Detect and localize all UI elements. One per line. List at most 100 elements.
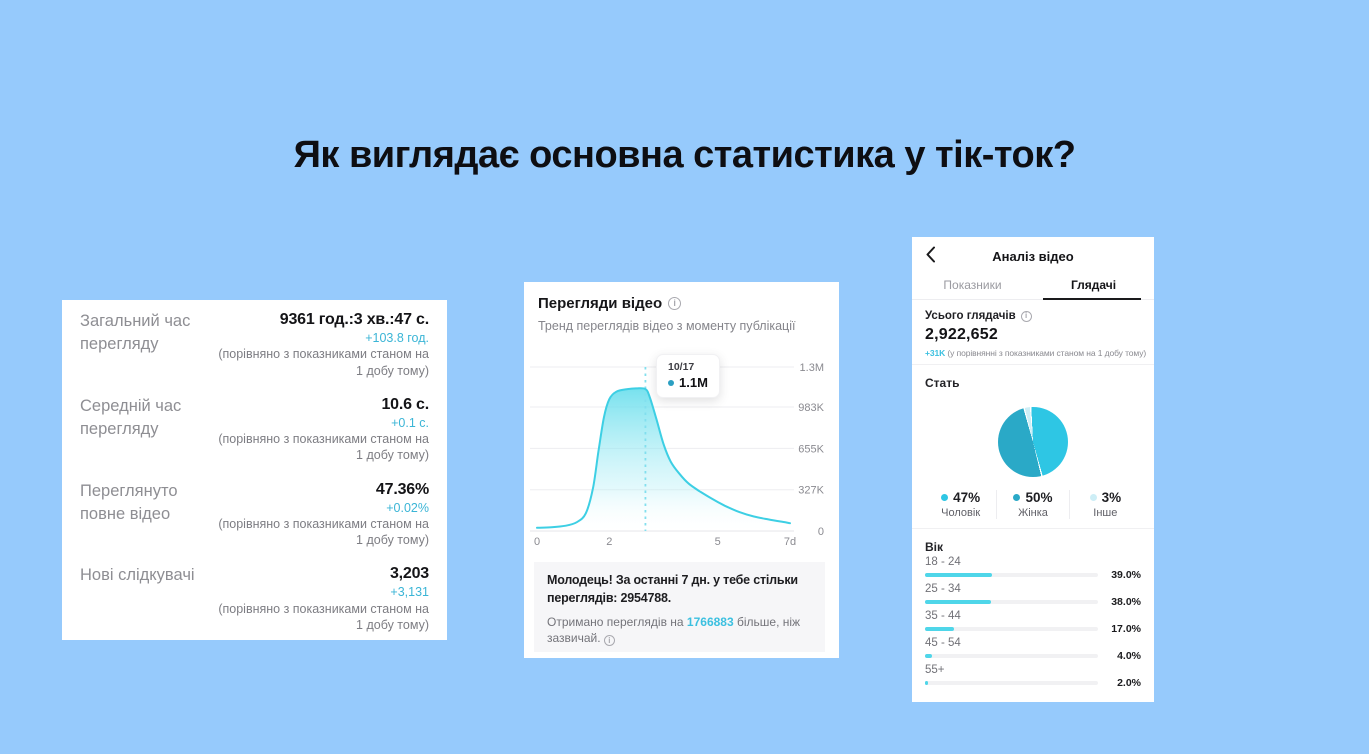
y-tick-label: 1.3M [800, 362, 824, 374]
legend-item: 3% Інше [1068, 490, 1141, 519]
age-bar-track [925, 680, 1098, 685]
total-viewers-value: 2,922,652 [925, 326, 998, 343]
back-icon[interactable] [925, 246, 936, 263]
metric-note: (порівняно з показниками станом на 1 доб… [218, 601, 429, 632]
age-bar-fill [925, 653, 932, 658]
age-row: 35 - 44 17.0% [925, 610, 1141, 635]
info-icon[interactable]: i [1020, 310, 1032, 322]
age-bar-line: 4.0% [925, 649, 1141, 662]
metric-label: Переглянуто повне відео [80, 481, 178, 523]
metric-label: Загальний час перегляду [80, 312, 191, 354]
metric-rows: Загальний час перегляду 9361 год.:3 хв.:4… [80, 310, 429, 633]
legend-dot-icon [1013, 494, 1021, 501]
legend-item: 50% Жінка [996, 490, 1068, 519]
info-icon[interactable]: i [668, 297, 682, 310]
age-percentage: 38.0% [1111, 595, 1141, 608]
views-card-title: Перегляди відео [538, 295, 663, 312]
age-bar-line: 17.0% [925, 623, 1141, 635]
metrics-card: Загальний час перегляду 9361 год.:3 хв.:4… [62, 300, 447, 640]
note-highlight: 1766883 [686, 614, 734, 629]
x-tick-label: 0 [534, 536, 540, 548]
age-range-label: 35 - 44 [925, 610, 961, 622]
note-suffix: більше, ніж зазвичай. [547, 614, 801, 645]
analysis-title: Аналіз відео [992, 249, 1074, 264]
metric-note: (порівняно з показниками станом на 1 доб… [218, 347, 429, 378]
age-bar-line: 38.0% [925, 595, 1141, 608]
views-card-subtitle: Тренд переглядів відео з моменту публіка… [538, 319, 796, 333]
metric-value: 10.6 с. [381, 395, 429, 413]
metric-values: 9361 год.:3 хв.:47 с. +103.8 год. (порівня… [208, 310, 429, 379]
legend-dot-icon [1089, 494, 1097, 501]
tooltip-date: 10/17 [668, 361, 695, 373]
metric-delta: +0.1 с. [391, 415, 429, 430]
age-range-label: 45 - 54 [925, 637, 961, 649]
slide-title: Як виглядає основна статистика у тік-ток… [293, 134, 1076, 176]
metric-row: Нові слідкувачі 3,203 +3,131 (порівняно з п… [80, 564, 429, 633]
gender-section-title: Стать [925, 376, 960, 390]
age-row: 45 - 54 4.0% [925, 637, 1141, 662]
analysis-header: Аналіз відео [912, 237, 1154, 271]
info-icon[interactable]: i [603, 635, 615, 647]
age-row: 25 - 34 38.0% [925, 583, 1141, 608]
age-bar-track [925, 599, 1098, 604]
age-range-label: 55+ [925, 664, 945, 676]
tooltip-value: 1.1M [679, 375, 708, 390]
age-bar-track [925, 626, 1098, 631]
age-section: Вік 18 - 24 39.0% 25 - 34 38.0% 35 - 44 17.0%… [912, 529, 1154, 689]
gender-legend: 47% Чоловік 50% Жінка 3% Інше [925, 490, 1141, 519]
metric-value: 9361 год.:3 хв.:47 с. [279, 311, 429, 328]
age-row: 18 - 24 39.0% [925, 556, 1141, 581]
x-tick-label: 5 [715, 536, 721, 548]
total-viewers-note: (у порівнянні з показниками станом на 1 … [945, 348, 1147, 358]
views-summary-box: Молодець! За останні 7 дн. у тебе стільк… [534, 562, 825, 652]
legend-label: Чоловік [941, 507, 981, 519]
age-bar-line: 2.0% [925, 676, 1141, 689]
views-trend-chart: 1.3M 983K 655K 327K 0 0 2 5 7d [530, 362, 825, 548]
age-percentage: 39.0% [1111, 568, 1141, 581]
legend-value-row: 3% [1070, 490, 1141, 505]
legend-value-row: 47% [925, 490, 996, 505]
age-range-label: 18 - 24 [925, 556, 961, 568]
metric-delta: +103.8 год. [365, 331, 429, 345]
gender-pie-chart [998, 407, 1068, 477]
video-analysis-card: Аналіз відео Показники Глядачі Усього гл… [912, 237, 1154, 702]
trend-line [536, 387, 791, 529]
age-bar-fill [925, 572, 993, 577]
metric-values: 47.36% +0.02% (порівняно з показниками ста… [208, 480, 429, 549]
legend-percentage: 50% [1025, 490, 1053, 505]
age-percentage: 4.0% [1117, 649, 1141, 662]
video-views-card: Перегляди відео i Тренд переглядів відео… [524, 282, 839, 658]
age-bar-fill [925, 599, 991, 604]
trend-area [537, 388, 790, 531]
metric-delta: +3,131 [390, 585, 429, 600]
views-summary-text: Молодець! За останні 7 дн. у тебе стільк… [547, 573, 798, 605]
metric-label: Середній час перегляду [80, 396, 182, 439]
active-tab-underline [1043, 297, 1141, 300]
metric-row: Загальний час перегляду 9361 год.:3 хв.:4… [80, 310, 429, 379]
tooltip-dot-icon [668, 379, 674, 386]
legend-percentage: 47% [953, 490, 981, 505]
views-summary-note: Отримано переглядів на 1766883 більше, н… [547, 614, 812, 647]
x-tick-label: 2 [606, 536, 612, 548]
chart-tooltip: 10/17 1.1M [656, 354, 720, 398]
legend-label: Інше [1093, 507, 1118, 519]
total-viewers-block: Усього глядачів i 2,922,652 +31K (у порі… [912, 300, 1154, 365]
age-bar-fill [925, 680, 929, 685]
metric-row: Переглянуто повне відео 47.36% +0.02% (порі… [80, 480, 429, 549]
legend-label: Жінка [1018, 507, 1048, 519]
age-bar-track [925, 653, 1098, 658]
legend-percentage: 3% [1101, 490, 1122, 505]
age-bars: 18 - 24 39.0% 25 - 34 38.0% 35 - 44 17.0% 45 -… [925, 556, 1141, 689]
metric-delta: +0.02% [386, 500, 429, 515]
tab-metrics[interactable]: Показники [943, 278, 1002, 292]
age-percentage: 2.0% [1117, 676, 1141, 689]
y-tick-label: 655K [798, 443, 824, 455]
x-tick-label: 7d [784, 536, 796, 548]
y-tick-label: 327K [798, 485, 824, 497]
metric-value: 47.36% [375, 480, 429, 498]
legend-item: 47% Чоловік [925, 490, 996, 519]
total-viewers-delta: +31K [925, 348, 946, 358]
metric-values: 3,203 +3,131 (порівняно з показниками стан… [208, 564, 429, 633]
tab-viewers[interactable]: Глядачі [1070, 278, 1117, 292]
metric-note: (порівняно з показниками станом на 1 доб… [218, 516, 429, 547]
